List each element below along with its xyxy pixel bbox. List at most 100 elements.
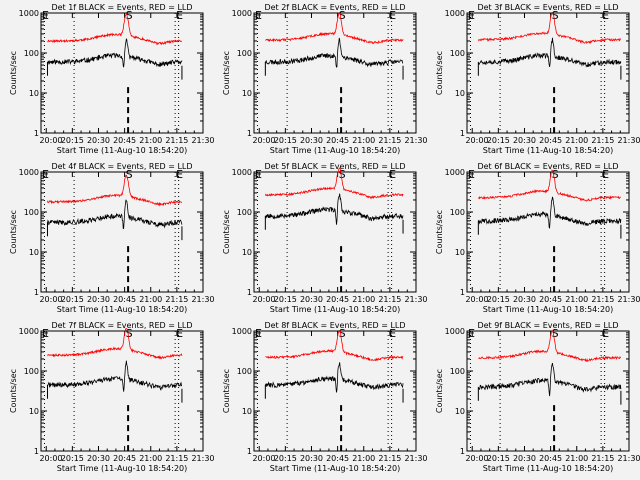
y-tick-label: 100 <box>450 367 465 376</box>
panel-title: Det 6f BLACK = Events, RED = LLD <box>477 162 618 171</box>
detector-panel-7: Det 7f BLACK = Events, RED = LLD 1 10 100 10… <box>9 321 215 473</box>
detector-panel-1: Det 1f BLACK = Events, RED = LLD 1 10 100 10… <box>9 3 215 155</box>
y-axis-label: Counts/sec <box>222 369 231 413</box>
y-tick-label: 10 <box>242 407 252 416</box>
y-tick-label: 1 <box>34 447 39 456</box>
plot-frame <box>40 12 204 134</box>
x-tick-label: 21:15 <box>165 136 188 145</box>
events-rate-series <box>47 38 183 68</box>
detector-panel-9: Det 9f BLACK = Events, RED = LLD 1 10 100 10… <box>435 321 640 473</box>
y-tick-label: 1 <box>34 129 39 138</box>
plot-frame <box>466 330 630 452</box>
plot-frame <box>466 171 630 293</box>
panel-title: Det 8f BLACK = Events, RED = LLD <box>264 321 405 330</box>
y-tick-label: 100 <box>237 49 252 58</box>
panel-title: Det 4f BLACK = Events, RED = LLD <box>51 162 192 171</box>
detector-panel-4: Det 4f BLACK = Events, RED = LLD 1 10 100 10… <box>9 162 215 314</box>
lld-rate-series <box>47 174 183 207</box>
panel-title: Det 1f BLACK = Events, RED = LLD <box>51 3 192 12</box>
x-tick-label: 21:15 <box>165 454 188 463</box>
y-tick-label: 1000 <box>445 327 465 336</box>
x-tick-label: 21:00 <box>352 136 375 145</box>
x-tick-label: 21:00 <box>139 295 162 304</box>
x-tick-label: 20:15 <box>274 295 297 304</box>
x-axis-label: Start Time (11-Aug-10 18:54:20) <box>483 146 614 155</box>
y-tick-label: 100 <box>450 208 465 217</box>
events-rate-series <box>47 199 183 230</box>
x-tick-label: 20:30 <box>87 454 110 463</box>
y-tick-label: 100 <box>237 367 252 376</box>
marker-label: E <box>389 327 396 340</box>
x-tick-label: 21:15 <box>591 454 614 463</box>
y-tick-label: 1 <box>247 447 252 456</box>
x-tick-label: 20:45 <box>326 454 349 463</box>
events-rate-series <box>264 37 404 68</box>
marker-label: S <box>126 9 133 22</box>
marker-label: S <box>552 9 559 22</box>
x-tick-label: 21:15 <box>591 136 614 145</box>
lld-rate-series <box>265 12 404 45</box>
plot-frame <box>40 330 204 452</box>
panel-title: Det 5f BLACK = Events, RED = LLD <box>264 162 405 171</box>
plot-frame <box>253 171 417 293</box>
marker-label: S <box>339 327 346 340</box>
y-tick-label: 100 <box>450 49 465 58</box>
marker-label: S <box>126 327 133 340</box>
marker-label: E <box>255 327 262 340</box>
y-tick-label: 1000 <box>232 327 252 336</box>
panel-title: Det 3f BLACK = Events, RED = LLD <box>477 3 618 12</box>
x-tick-label: 20:30 <box>300 454 323 463</box>
x-tick-label: 21:15 <box>378 295 401 304</box>
y-axis-label: Counts/sec <box>9 210 18 254</box>
x-tick-label: 21:30 <box>617 136 640 145</box>
x-tick-label: 20:45 <box>113 295 136 304</box>
plot-frame <box>466 12 630 134</box>
x-tick-label: 20:30 <box>513 136 536 145</box>
x-tick-label: 20:30 <box>87 136 110 145</box>
y-axis-label: Counts/sec <box>9 51 18 95</box>
events-rate-series <box>477 196 622 229</box>
x-tick-label: 20:00 <box>39 136 62 145</box>
detector-panel-6: Det 6f BLACK = Events, RED = LLD 1 10 100 10… <box>435 162 640 314</box>
x-tick-label: 20:15 <box>61 454 84 463</box>
x-tick-label: 20:45 <box>539 136 562 145</box>
lld-rate-series <box>478 329 622 362</box>
y-tick-label: 10 <box>455 248 465 257</box>
marker-label: E <box>176 327 183 340</box>
x-tick-label: 20:15 <box>487 454 510 463</box>
marker-label: E <box>42 9 49 22</box>
y-tick-label: 1000 <box>232 9 252 18</box>
x-tick-label: 20:30 <box>87 295 110 304</box>
x-tick-label: 21:00 <box>139 136 162 145</box>
x-tick-label: 20:15 <box>274 136 297 145</box>
x-tick-label: 20:45 <box>113 136 136 145</box>
detector-panel-5: Det 5f BLACK = Events, RED = LLD 1 10 100 10… <box>222 162 428 314</box>
x-tick-label: 20:15 <box>487 136 510 145</box>
y-axis-label: Counts/sec <box>435 51 444 95</box>
x-tick-label: 21:00 <box>352 295 375 304</box>
lld-rate-series <box>47 13 183 46</box>
marker-label: E <box>389 168 396 181</box>
marker-label: E <box>602 168 609 181</box>
y-tick-label: 1000 <box>445 168 465 177</box>
events-rate-series <box>478 37 622 68</box>
x-tick-label: 21:30 <box>191 295 214 304</box>
y-tick-label: 100 <box>24 49 39 58</box>
x-tick-label: 20:45 <box>539 295 562 304</box>
x-tick-label: 21:00 <box>565 295 588 304</box>
detector-panel-3: Det 3f BLACK = Events, RED = LLD 1 10 100 10… <box>435 3 640 155</box>
x-tick-label: 20:00 <box>39 295 62 304</box>
x-tick-label: 20:15 <box>274 454 297 463</box>
detector-panel-8: Det 8f BLACK = Events, RED = LLD 1 10 100 10… <box>222 321 428 473</box>
x-axis-label: Start Time (11-Aug-10 18:54:20) <box>57 146 188 155</box>
plot-frame <box>253 12 417 134</box>
y-tick-label: 10 <box>29 248 39 257</box>
marker-label: S <box>552 168 559 181</box>
x-tick-label: 21:30 <box>404 136 427 145</box>
y-tick-label: 10 <box>242 89 252 98</box>
lld-rate-series <box>265 329 404 362</box>
marker-label: E <box>255 9 262 22</box>
x-axis-label: Start Time (11-Aug-10 18:54:20) <box>483 305 614 314</box>
y-tick-label: 100 <box>24 367 39 376</box>
x-axis-label: Start Time (11-Aug-10 18:54:20) <box>270 464 401 473</box>
